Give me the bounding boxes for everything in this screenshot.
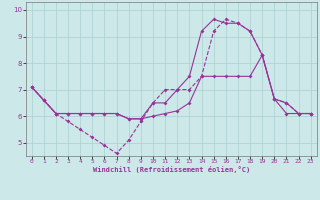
X-axis label: Windchill (Refroidissement éolien,°C): Windchill (Refroidissement éolien,°C): [92, 166, 250, 173]
